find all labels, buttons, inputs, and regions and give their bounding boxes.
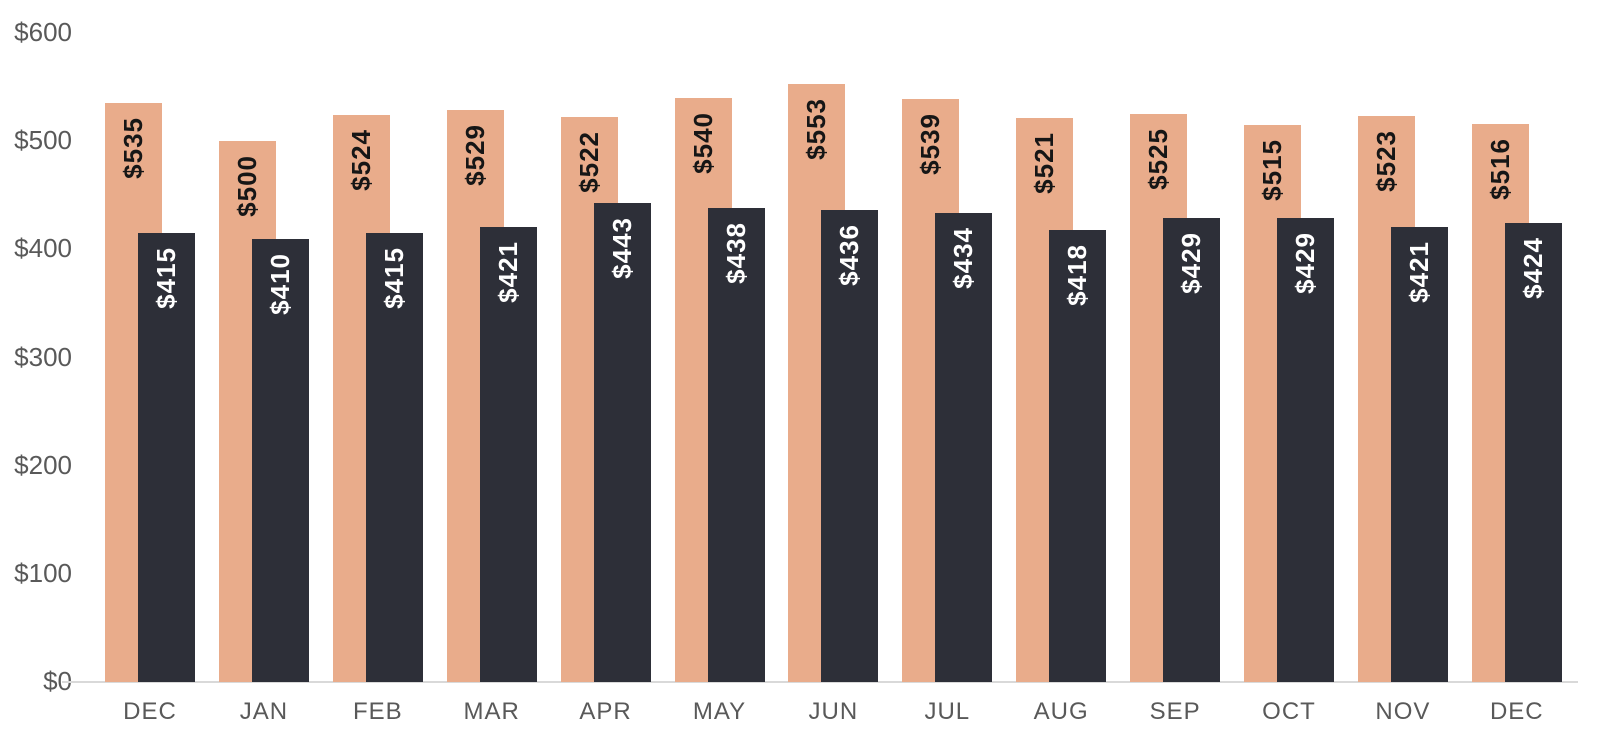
tan-series-value-label-box: $521 <box>1016 132 1073 222</box>
y-tick-label: $300 <box>14 341 72 372</box>
bar-value-label: $438 <box>720 222 751 285</box>
dark-series-bar <box>1049 229 1107 682</box>
bar-value-label: $535 <box>118 117 148 180</box>
dark-series-value-label-box: $418 <box>1049 244 1106 334</box>
tan-series-value-label-box: $540 <box>675 112 732 202</box>
dark-series-bar <box>935 212 993 682</box>
bar-value-label: $424 <box>1517 237 1548 300</box>
bar-value-label: $522 <box>573 131 604 194</box>
bar-value-label: $429 <box>1290 231 1320 294</box>
dark-series-bar <box>138 233 195 682</box>
bar-value-label: $515 <box>1257 138 1287 201</box>
bar-value-label: $415 <box>151 247 181 309</box>
bar-value-label: $521 <box>1029 132 1060 195</box>
x-tick-label: JAN <box>239 698 289 725</box>
y-tick-label: $400 <box>14 233 72 264</box>
tan-series-value-label-box: $523 <box>1358 130 1415 220</box>
dark-series-value-label-box: $415 <box>366 247 423 337</box>
x-tick-label: APR <box>579 698 632 725</box>
tan-series-value-label-box: $553 <box>788 98 845 188</box>
x-tick-label: JUN <box>808 698 859 725</box>
dark-series-value-label-box: $424 <box>1505 237 1562 327</box>
dark-series-bar <box>251 238 309 682</box>
y-tick-label: $600 <box>14 17 72 47</box>
tan-series-value-label-box: $525 <box>1130 128 1187 218</box>
x-tick-label: MAY <box>692 698 747 725</box>
dark-series-value-label-box: $443 <box>594 217 651 307</box>
dark-series-bar <box>1277 217 1334 682</box>
dark-series-value-label-box: $438 <box>708 222 765 312</box>
dark-series-value-label-box: $410 <box>252 253 309 343</box>
dark-series-bar <box>479 226 537 682</box>
dark-series-value-label-box: $421 <box>480 241 537 331</box>
bar-value-label: $410 <box>264 252 295 315</box>
dark-series-bar <box>365 233 423 682</box>
bar-value-label: $418 <box>1062 243 1093 306</box>
dark-series-value-label-box: $436 <box>821 224 878 314</box>
bar-value-label: $434 <box>948 226 979 289</box>
bar-value-label: $523 <box>1370 130 1401 193</box>
dark-series-bar <box>821 210 879 682</box>
bar-value-label: $524 <box>345 129 376 192</box>
dark-series-value-label-box: $421 <box>1391 241 1448 331</box>
dark-series-bar <box>593 202 651 682</box>
dark-series-value-label-box: $415 <box>138 247 195 337</box>
dark-series-bar <box>1163 217 1221 682</box>
dark-series-value-label-box: $434 <box>935 227 992 317</box>
tan-series-value-label-box: $529 <box>447 124 504 214</box>
y-tick-label: $100 <box>14 557 72 588</box>
x-tick-label: JUL <box>924 698 971 725</box>
x-tick-label: OCT <box>1262 698 1316 725</box>
bar-value-label: $436 <box>834 224 865 287</box>
x-tick-label: AUG <box>1033 698 1089 725</box>
tan-series-value-label-box: $535 <box>105 117 162 207</box>
x-tick-label: SEP <box>1149 698 1201 725</box>
tan-series-value-label-box: $516 <box>1472 138 1529 228</box>
y-tick-label: $200 <box>14 449 72 480</box>
bar-value-label: $525 <box>1143 128 1174 190</box>
bar-value-label: $500 <box>231 155 262 217</box>
bar-value-label: $540 <box>687 111 718 174</box>
bar-value-label: $516 <box>1484 137 1515 200</box>
bar-value-label: $443 <box>606 216 637 279</box>
x-axis-line <box>62 681 1578 683</box>
dark-series-bar <box>1504 223 1562 682</box>
dark-series-bar <box>1390 226 1448 682</box>
tan-series-value-label-box: $539 <box>902 113 959 203</box>
x-tick-label: MAR <box>463 698 520 725</box>
x-tick-label: DEC <box>123 698 177 725</box>
tan-series-value-label-box: $515 <box>1244 139 1301 229</box>
bar-value-label: $421 <box>1403 240 1434 303</box>
x-tick-label: NOV <box>1375 698 1431 725</box>
bar-value-label: $553 <box>801 97 832 160</box>
tan-series-value-label-box: $524 <box>333 129 390 219</box>
bar-value-label: $529 <box>459 123 490 186</box>
bar-value-label: $415 <box>378 247 409 309</box>
bar-value-label: $421 <box>492 240 523 303</box>
x-tick-label: FEB <box>352 698 403 725</box>
bar-value-label: $429 <box>1176 231 1207 294</box>
bar-value-label: $539 <box>915 112 946 175</box>
y-tick-label: $500 <box>14 125 72 156</box>
dark-series-value-label-box: $429 <box>1277 232 1334 322</box>
tan-series-value-label-box: $500 <box>219 155 276 245</box>
x-tick-label: DEC <box>1489 698 1544 725</box>
dark-series-value-label-box: $429 <box>1163 232 1220 322</box>
dark-series-bar <box>707 208 765 682</box>
